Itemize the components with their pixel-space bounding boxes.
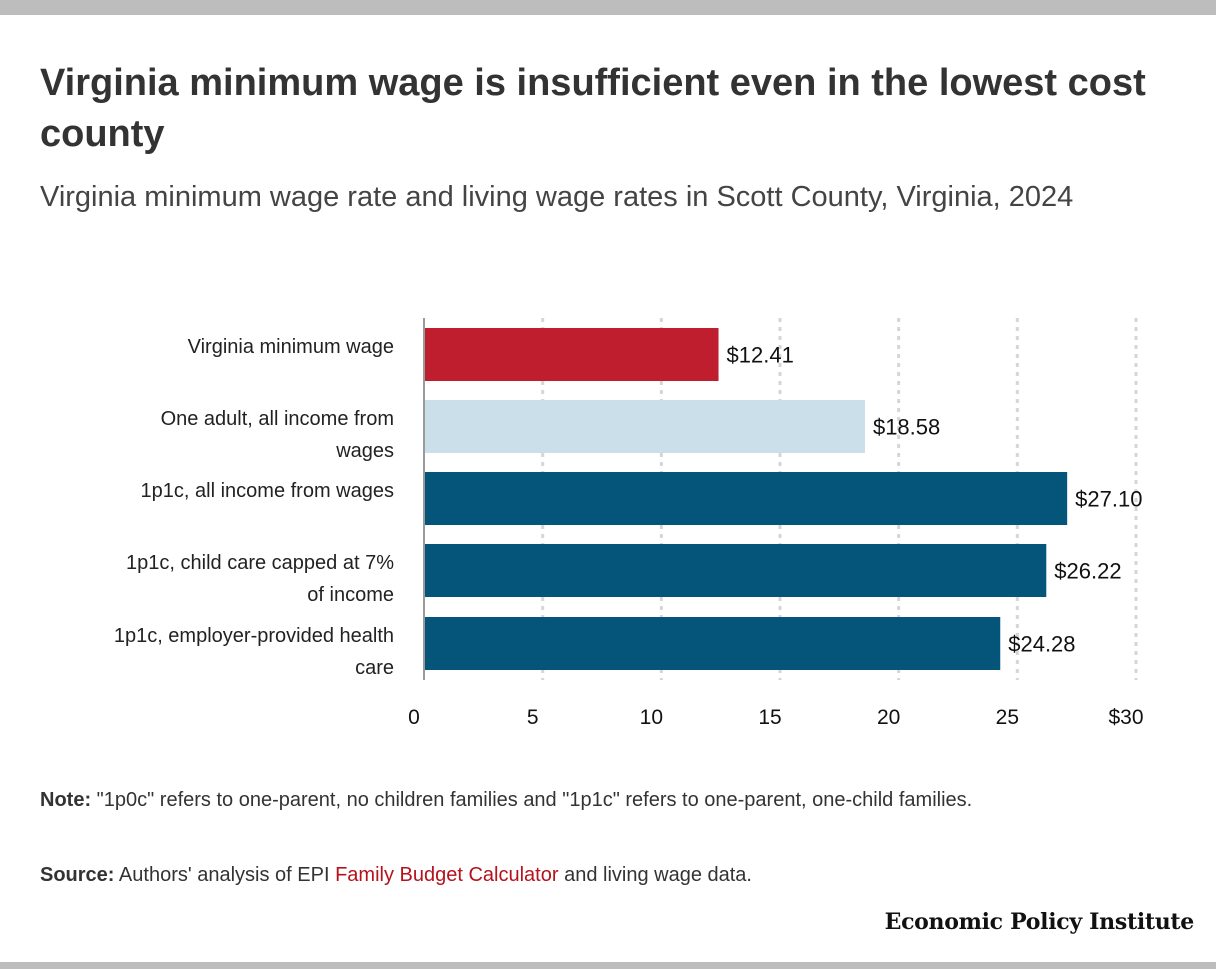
- category-label-1: One adult, all income from wages: [161, 408, 394, 462]
- source-label: Source:: [40, 864, 115, 886]
- x-tick-label-30: $30: [1108, 706, 1143, 729]
- value-label-3: $26.22: [1054, 559, 1121, 584]
- bar-chart: $12.41 $18.58 $27.10 $26.22 $24.28 Virginia m…: [114, 318, 1144, 729]
- bar-3: [424, 544, 1047, 597]
- x-tick-label-25: 25: [996, 706, 1019, 729]
- value-label-0: $12.41: [727, 343, 794, 368]
- note-label: Note:: [40, 789, 92, 811]
- x-tick-label-0: 0: [408, 706, 420, 729]
- family-budget-calculator-link[interactable]: Family Budget Calculator: [335, 864, 559, 886]
- x-tick-label-10: 10: [640, 706, 663, 729]
- x-tick-label-20: 20: [877, 706, 900, 729]
- category-label-2: 1p1c, all income from wages: [141, 480, 394, 502]
- chart-source: Source: Authors' analysis of EPI Family …: [40, 860, 1150, 891]
- value-label-4: $24.28: [1008, 632, 1075, 657]
- value-label-1: $18.58: [873, 415, 940, 440]
- source-text-after: and living wage data.: [564, 864, 752, 886]
- top-border: [0, 0, 1216, 15]
- x-tick-label-15: 15: [758, 706, 781, 729]
- epi-logo: Economic Policy Institute: [884, 909, 1195, 935]
- bottom-border: [0, 962, 1216, 969]
- chart-subtitle: Virginia minimum wage rate and living wa…: [40, 181, 1074, 213]
- chart-note: Note: "1p0c" refers to one-parent, no ch…: [40, 785, 1150, 816]
- bar-2: [424, 472, 1068, 525]
- bar-4: [424, 617, 1001, 670]
- category-label-3: 1p1c, child care capped at 7% of income: [126, 552, 394, 606]
- category-label-0: Virginia minimum wage: [188, 336, 394, 358]
- note-text: "1p0c" refers to one-parent, no children…: [96, 789, 973, 811]
- x-tick-label-5: 5: [527, 706, 539, 729]
- bar-1: [424, 400, 865, 453]
- category-label-4: 1p1c, employer-provided health care: [114, 625, 394, 679]
- chart-title: Virginia minimum wage is insufficient ev…: [40, 62, 1146, 155]
- value-label-2: $27.10: [1075, 487, 1142, 512]
- source-text-before: Authors' analysis of EPI: [118, 864, 330, 886]
- bar-0: [424, 328, 719, 381]
